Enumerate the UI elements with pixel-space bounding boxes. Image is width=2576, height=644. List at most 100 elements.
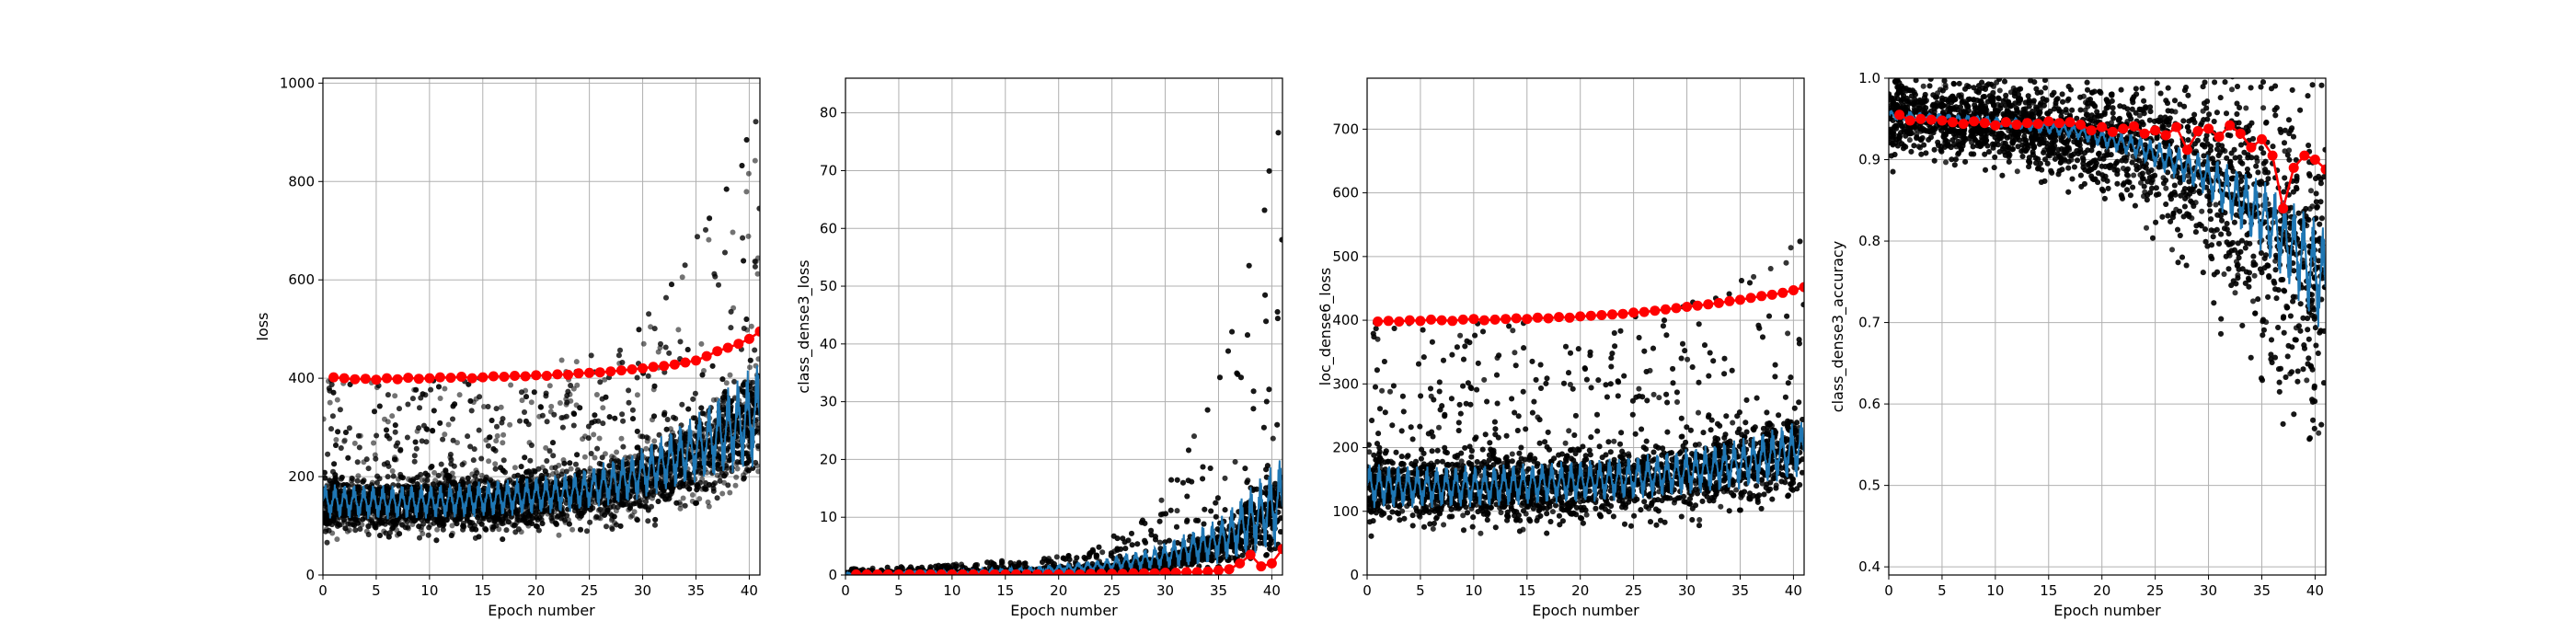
batch-point: [593, 513, 600, 520]
batch-point: [411, 458, 418, 465]
batch-point: [732, 482, 739, 489]
batch-point: [655, 349, 661, 355]
batch-point: [602, 451, 608, 457]
batch-point: [748, 323, 754, 329]
batch-point: [405, 524, 411, 530]
batch-point: [597, 379, 604, 385]
batch-point: [454, 440, 460, 446]
batch-point: [326, 527, 332, 534]
batch-point: [614, 449, 620, 455]
batch-point: [705, 499, 711, 505]
batch-point: [609, 454, 615, 460]
batch-point: [426, 524, 432, 531]
batch-point: [592, 454, 598, 461]
batch-point: [586, 468, 592, 475]
batch-point: [437, 396, 443, 401]
batch-point: [512, 465, 518, 471]
batch-point: [392, 429, 398, 435]
batch-point: [666, 350, 673, 356]
batch-point: [500, 457, 507, 464]
batch-point: [354, 459, 361, 466]
batch-point: [474, 470, 480, 476]
batch-point: [508, 382, 514, 388]
batch-point: [679, 274, 685, 281]
batch-point: [494, 432, 500, 439]
batch-point: [334, 397, 340, 403]
batch-point: [470, 457, 477, 464]
batch-point: [548, 403, 555, 409]
batch-point: [602, 376, 608, 383]
batch-point: [618, 435, 625, 442]
batch-point: [696, 496, 703, 502]
batch-point: [675, 327, 682, 333]
batch-point: [389, 468, 396, 474]
batch-point: [725, 482, 731, 489]
batch-point: [445, 421, 452, 428]
batch-point: [689, 492, 696, 498]
batch-point: [449, 523, 455, 529]
batch-point: [323, 416, 327, 422]
batch-point: [355, 473, 362, 479]
batch-point: [447, 452, 454, 457]
batch-point: [620, 443, 627, 450]
batch-point: [374, 432, 380, 439]
batch-point: [584, 528, 590, 535]
batch-point: [480, 404, 487, 409]
batch-point: [548, 515, 555, 522]
batch-point: [658, 340, 663, 347]
batch-point: [727, 489, 733, 496]
batch-point: [648, 324, 654, 330]
batch-point: [619, 411, 626, 418]
batch-point: [634, 392, 640, 398]
batch-point: [643, 499, 649, 505]
batch-point: [500, 431, 507, 438]
batch-point: [357, 526, 363, 532]
batch-point: [719, 490, 726, 497]
batch-point: [559, 424, 566, 431]
batch-point: [434, 526, 441, 533]
batch-point: [546, 447, 553, 454]
batch-point: [714, 495, 720, 501]
batch-point: [631, 509, 638, 515]
batch-point: [596, 435, 603, 442]
batch-point: [329, 413, 336, 420]
batch-point: [600, 420, 606, 427]
batch-point: [459, 462, 466, 467]
batch-point: [730, 229, 736, 236]
batch-point: [557, 400, 563, 406]
batch-point: [569, 526, 576, 533]
batch-point: [745, 170, 752, 177]
batch-point: [341, 437, 348, 443]
batch-point: [561, 517, 568, 523]
batch-point: [500, 440, 506, 446]
batch-point: [522, 409, 527, 415]
batch-point: [568, 383, 574, 388]
batch-point: [371, 440, 376, 446]
batch-point: [629, 407, 636, 413]
batch-point: [492, 461, 499, 467]
batch-point: [733, 474, 740, 480]
batch-point: [712, 480, 718, 487]
batch-point: [389, 413, 396, 420]
batch-point: [327, 399, 333, 406]
batch-point: [485, 404, 491, 409]
batch-point: [468, 408, 475, 414]
batch-point: [519, 389, 524, 396]
batch-point: [651, 326, 658, 332]
batch-point: [442, 431, 448, 438]
batch-point: [754, 270, 760, 277]
batch-point: [494, 423, 500, 430]
batch-point: [745, 233, 752, 239]
batch-point: [706, 236, 712, 243]
batch-point: [734, 466, 741, 472]
batch-point: [498, 404, 504, 410]
batch-point: [682, 262, 688, 269]
batch-point: [397, 406, 402, 412]
batch-point: [333, 437, 339, 443]
batch-point: [615, 352, 622, 359]
batch-point: [643, 445, 650, 452]
batch-point: [552, 465, 558, 471]
batch-point: [365, 466, 372, 472]
